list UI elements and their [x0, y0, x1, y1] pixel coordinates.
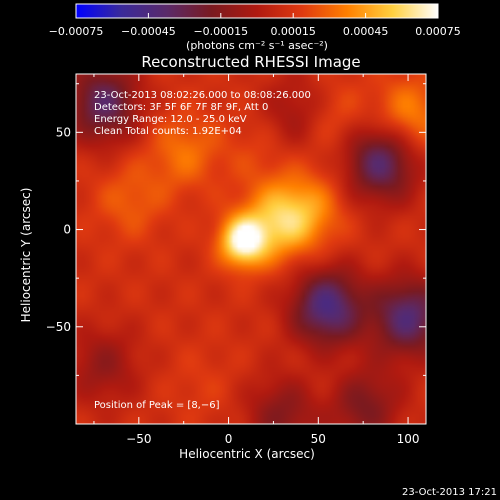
chart-title: Reconstructed RHESSI Image	[141, 53, 360, 71]
y-tick-label: −50	[46, 320, 71, 334]
annotation-line: 23-Oct-2013 08:02:26.000 to 08:08:26.000	[94, 90, 311, 101]
colorbar-tick-label: 0.00045	[343, 25, 389, 38]
heatmap-image	[76, 74, 426, 424]
peak-label: Position of Peak = [8,−6]	[94, 400, 220, 411]
colorbar-tick-label: 0.00075	[415, 25, 461, 38]
y-tick-label: 50	[56, 125, 71, 139]
x-tick-label: 50	[311, 432, 326, 446]
plot-frame	[75, 73, 427, 425]
x-tick-label: −50	[126, 432, 151, 446]
y-axis-label: Heliocentric Y (arcsec)	[19, 188, 33, 323]
annotations: 23-Oct-2013 08:02:26.000 to 08:08:26.000…	[94, 90, 311, 137]
axis-ticks: −50 0 50 100 −50 0 50	[46, 74, 426, 446]
colorbar-tick-label: −0.00045	[121, 25, 176, 38]
x-tick-label: 0	[225, 432, 233, 446]
colorbar-unit-label: (photons cm⁻² s⁻¹ asec⁻²)	[186, 39, 328, 52]
annotation-line: Energy Range: 12.0 - 25.0 keV	[94, 114, 247, 125]
x-tick-label: 100	[397, 432, 420, 446]
y-tick-label: 0	[63, 223, 71, 237]
colorbar-tick-label: −0.00015	[193, 25, 248, 38]
colorbar-tick-label: 0.00015	[270, 25, 316, 38]
x-axis-label: Heliocentric X (arcsec)	[179, 447, 315, 461]
annotation-line: Clean Total counts: 1.92E+04	[94, 126, 242, 137]
footer-timestamp: 23-Oct-2013 17:21	[402, 487, 497, 498]
annotation-line: Detectors: 3F 5F 6F 7F 8F 9F, Att 0	[94, 102, 268, 113]
colorbar-ticks: −0.00075 −0.00045 −0.00015 0.00015 0.00045 0.…	[49, 13, 461, 38]
colorbar	[75, 3, 439, 19]
colorbar-tick-label: −0.00075	[49, 25, 104, 38]
